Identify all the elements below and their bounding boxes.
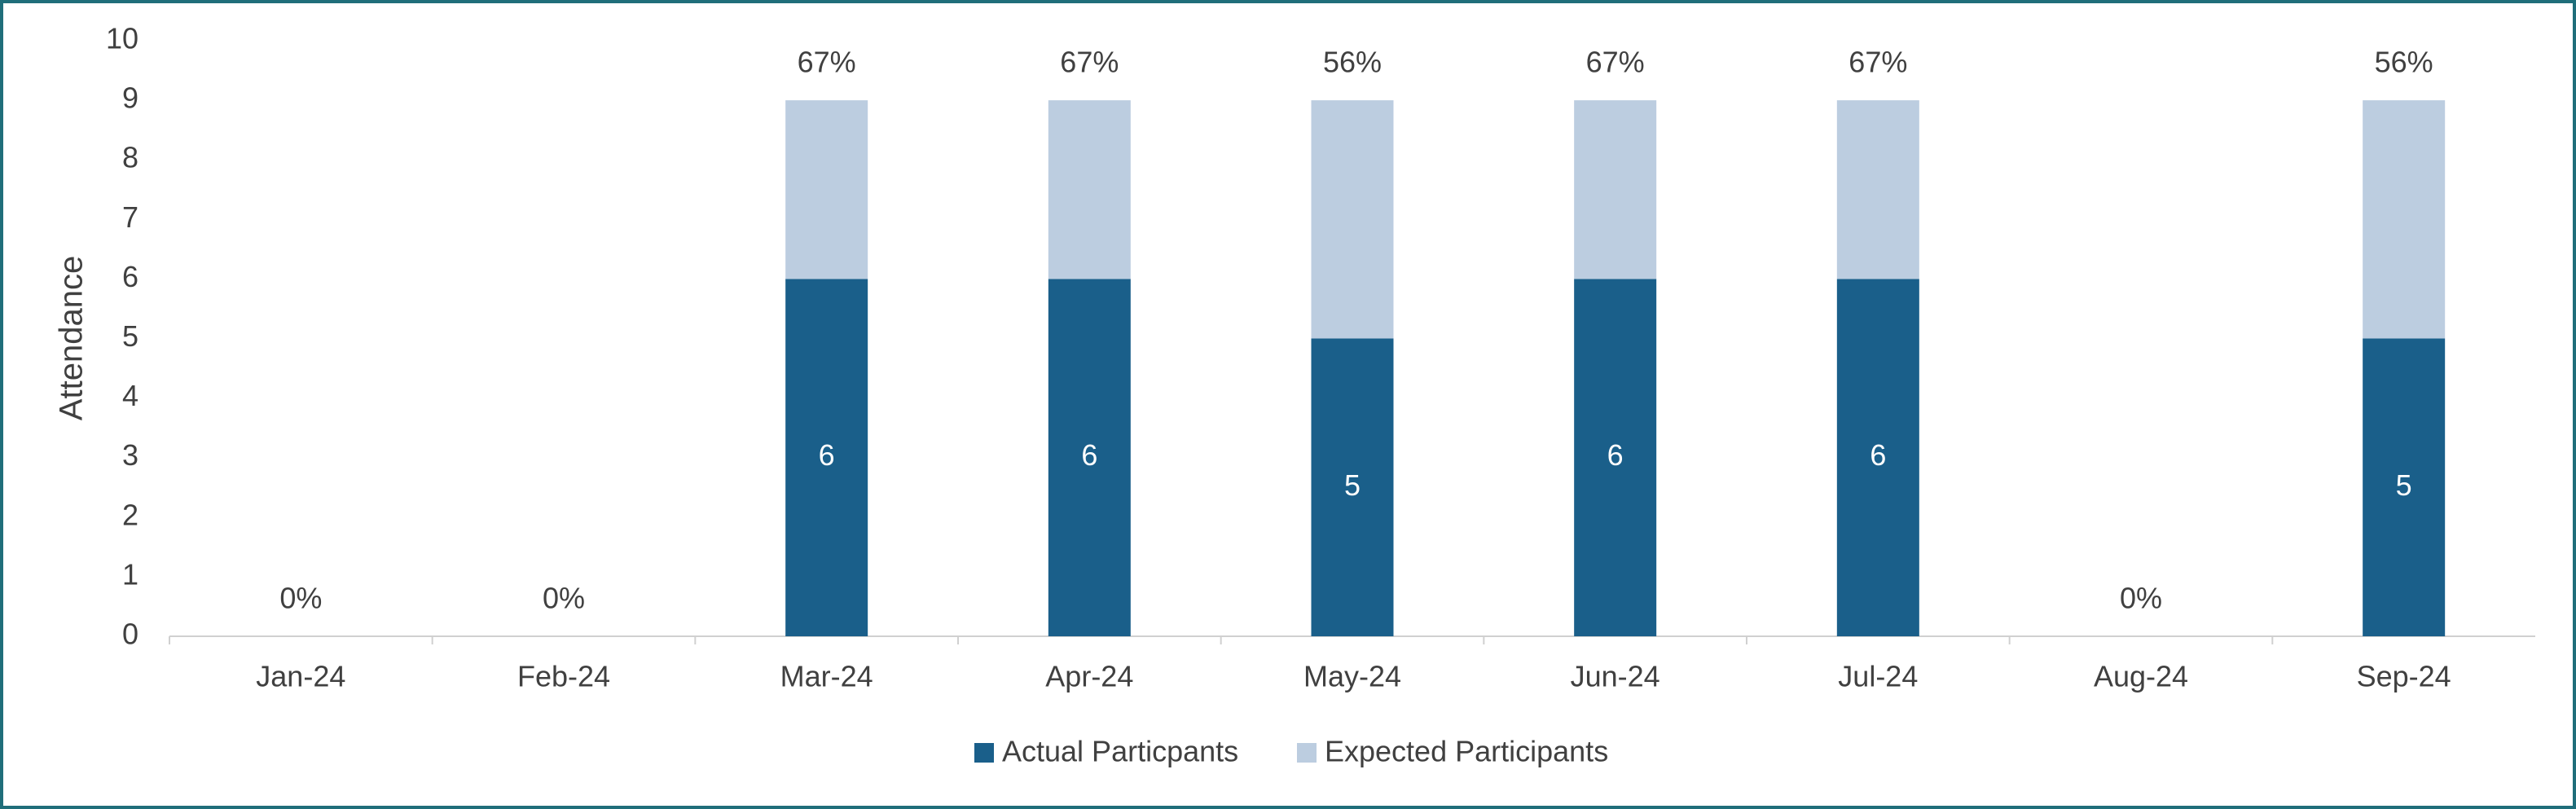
bar-segment <box>785 279 868 636</box>
bar-segment <box>1311 338 1394 636</box>
bar-segment <box>1048 279 1131 636</box>
y-tick-label: 0 <box>122 618 138 651</box>
y-tick-label: 1 <box>122 557 138 591</box>
bar-segment <box>1574 279 1657 636</box>
legend-label: Expected Participants <box>1325 735 1608 768</box>
data-label: 6 <box>1607 438 1624 472</box>
y-tick-label: 8 <box>122 141 138 174</box>
y-tick-label: 6 <box>122 260 138 293</box>
rate-label: 0% <box>543 582 585 615</box>
bar-segment <box>1048 100 1131 279</box>
rate-label: 0% <box>2120 582 2162 615</box>
bar-segment <box>1311 100 1394 339</box>
x-tick-label: Jan-24 <box>256 660 345 693</box>
rate-label: 0% <box>279 582 322 615</box>
x-tick-label: May-24 <box>1303 660 1401 693</box>
rate-label: 67% <box>798 46 856 79</box>
data-label: 6 <box>819 438 835 472</box>
legend-swatch <box>974 743 994 763</box>
bar-segment <box>785 100 868 279</box>
rate-label: 56% <box>1323 46 1382 79</box>
y-tick-label: 4 <box>122 379 138 412</box>
y-tick-label: 9 <box>122 81 138 115</box>
y-tick-label: 2 <box>122 498 138 531</box>
rate-label: 56% <box>2375 46 2433 79</box>
x-tick-label: Sep-24 <box>2357 660 2451 693</box>
x-tick-label: Apr-24 <box>1045 660 1133 693</box>
x-tick-label: Mar-24 <box>780 660 873 693</box>
rate-label: 67% <box>1586 46 1645 79</box>
rate-label: 67% <box>1060 46 1119 79</box>
bar-segment <box>2363 100 2446 339</box>
bar-segment <box>1574 100 1657 279</box>
bar-segment <box>1836 279 1919 636</box>
x-tick-label: Feb-24 <box>517 660 610 693</box>
y-tick-label: 3 <box>122 438 138 472</box>
y-tick-label: 10 <box>106 22 138 55</box>
legend-label: Actual Particpants <box>1002 735 1238 768</box>
data-label: 6 <box>1081 438 1097 472</box>
y-tick-label: 7 <box>122 200 138 234</box>
data-label: 5 <box>1344 468 1361 502</box>
legend-swatch <box>1297 743 1317 763</box>
y-tick-label: 5 <box>122 319 138 353</box>
x-tick-label: Jul-24 <box>1838 660 1918 693</box>
bar-segment <box>2363 338 2446 636</box>
rate-label: 67% <box>1848 46 1907 79</box>
data-label: 6 <box>1870 438 1886 472</box>
x-tick-label: Jun-24 <box>1571 660 1660 693</box>
bar-segment <box>1836 100 1919 279</box>
x-tick-label: Aug-24 <box>2094 660 2188 693</box>
data-label: 5 <box>2396 468 2412 502</box>
y-axis-label: Attendance <box>54 256 90 420</box>
